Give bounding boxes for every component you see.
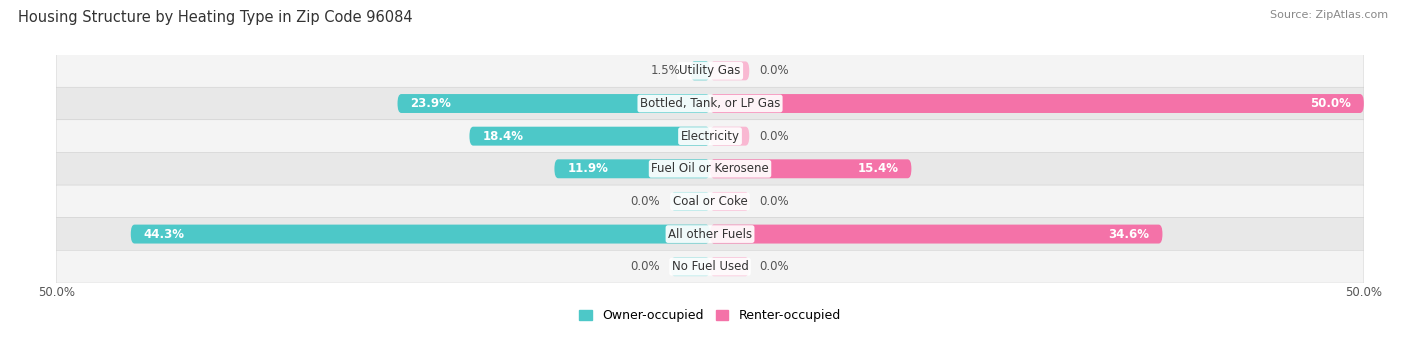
Text: All other Fuels: All other Fuels bbox=[668, 227, 752, 240]
FancyBboxPatch shape bbox=[56, 55, 1364, 87]
FancyBboxPatch shape bbox=[131, 225, 710, 243]
Text: Housing Structure by Heating Type in Zip Code 96084: Housing Structure by Heating Type in Zip… bbox=[18, 10, 413, 25]
FancyBboxPatch shape bbox=[56, 250, 1364, 283]
FancyBboxPatch shape bbox=[671, 257, 710, 276]
Legend: Owner-occupied, Renter-occupied: Owner-occupied, Renter-occupied bbox=[575, 304, 845, 327]
Text: 44.3%: 44.3% bbox=[143, 227, 184, 240]
Text: Electricity: Electricity bbox=[681, 130, 740, 143]
Text: 34.6%: 34.6% bbox=[1108, 227, 1149, 240]
FancyBboxPatch shape bbox=[710, 192, 749, 211]
FancyBboxPatch shape bbox=[710, 127, 749, 146]
Text: Fuel Oil or Kerosene: Fuel Oil or Kerosene bbox=[651, 162, 769, 175]
Text: Coal or Coke: Coal or Coke bbox=[672, 195, 748, 208]
FancyBboxPatch shape bbox=[710, 257, 749, 276]
Text: 0.0%: 0.0% bbox=[631, 195, 661, 208]
Text: 11.9%: 11.9% bbox=[568, 162, 609, 175]
Text: Source: ZipAtlas.com: Source: ZipAtlas.com bbox=[1270, 10, 1388, 20]
FancyBboxPatch shape bbox=[56, 152, 1364, 185]
Text: 0.0%: 0.0% bbox=[759, 260, 789, 273]
Text: 50.0%: 50.0% bbox=[1310, 97, 1351, 110]
Text: 1.5%: 1.5% bbox=[650, 64, 681, 77]
FancyBboxPatch shape bbox=[56, 87, 1364, 120]
FancyBboxPatch shape bbox=[56, 218, 1364, 250]
FancyBboxPatch shape bbox=[398, 94, 710, 113]
Text: No Fuel Used: No Fuel Used bbox=[672, 260, 748, 273]
FancyBboxPatch shape bbox=[710, 94, 1364, 113]
Text: 15.4%: 15.4% bbox=[858, 162, 898, 175]
Text: Utility Gas: Utility Gas bbox=[679, 64, 741, 77]
Text: Bottled, Tank, or LP Gas: Bottled, Tank, or LP Gas bbox=[640, 97, 780, 110]
Text: 0.0%: 0.0% bbox=[759, 64, 789, 77]
FancyBboxPatch shape bbox=[710, 225, 1163, 243]
Text: 0.0%: 0.0% bbox=[759, 195, 789, 208]
Text: 0.0%: 0.0% bbox=[759, 130, 789, 143]
FancyBboxPatch shape bbox=[710, 61, 749, 80]
Text: 18.4%: 18.4% bbox=[482, 130, 523, 143]
FancyBboxPatch shape bbox=[56, 185, 1364, 218]
FancyBboxPatch shape bbox=[56, 120, 1364, 152]
FancyBboxPatch shape bbox=[671, 192, 710, 211]
FancyBboxPatch shape bbox=[470, 127, 710, 146]
FancyBboxPatch shape bbox=[690, 61, 710, 80]
FancyBboxPatch shape bbox=[710, 159, 911, 178]
Text: 23.9%: 23.9% bbox=[411, 97, 451, 110]
Text: 0.0%: 0.0% bbox=[631, 260, 661, 273]
FancyBboxPatch shape bbox=[554, 159, 710, 178]
